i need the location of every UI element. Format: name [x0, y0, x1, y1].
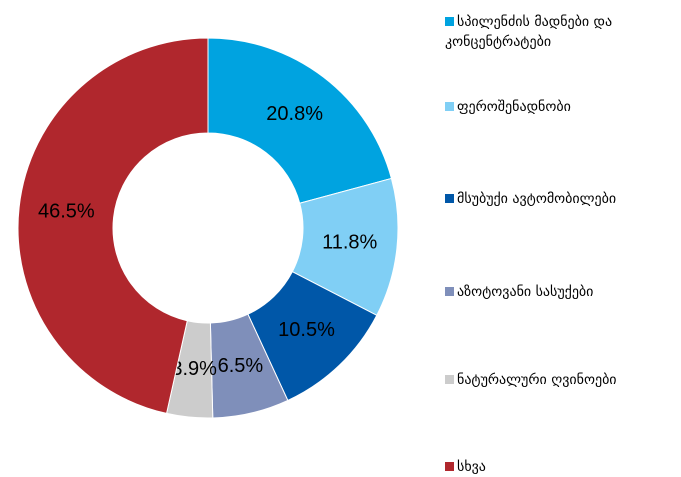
data-label: 10.5% — [278, 319, 335, 341]
legend-item: მსუბუქი ავტომობილები — [445, 189, 677, 209]
legend-label: აზოტოვანი სასუქები — [457, 284, 594, 300]
legend-swatch — [445, 194, 454, 203]
legend-swatch — [445, 287, 454, 296]
data-label: 11.8% — [322, 231, 377, 253]
legend-item: სხვა — [445, 457, 677, 477]
legend-item: აზოტოვანი სასუქები — [445, 282, 677, 302]
data-label: 3.9% — [171, 358, 217, 380]
legend-label: სპილენძის მადნები და კონცენტრატები — [445, 14, 613, 50]
data-label: 20.8% — [266, 103, 323, 125]
legend-item: ნატურალური ღვინოები — [445, 370, 677, 390]
legend-swatch — [445, 375, 454, 384]
donut-slice — [207, 37, 393, 204]
legend-label: სხვა — [457, 459, 486, 475]
data-label: 6.5% — [218, 355, 264, 377]
legend-label: ნატურალური ღვინოები — [457, 372, 617, 388]
donut-slice — [17, 37, 209, 415]
data-label: 46.5% — [38, 201, 95, 223]
legend-label: ფეროშენადნობი — [457, 99, 571, 115]
legend-label: მსუბუქი ავტომობილები — [457, 191, 617, 207]
legend-swatch — [445, 17, 454, 26]
legend-swatch — [445, 462, 454, 471]
legend-item: ფეროშენადნობი — [445, 97, 677, 117]
legend-item: სპილენძის მადნები და კონცენტრატები — [445, 12, 677, 52]
legend-swatch — [445, 102, 454, 111]
